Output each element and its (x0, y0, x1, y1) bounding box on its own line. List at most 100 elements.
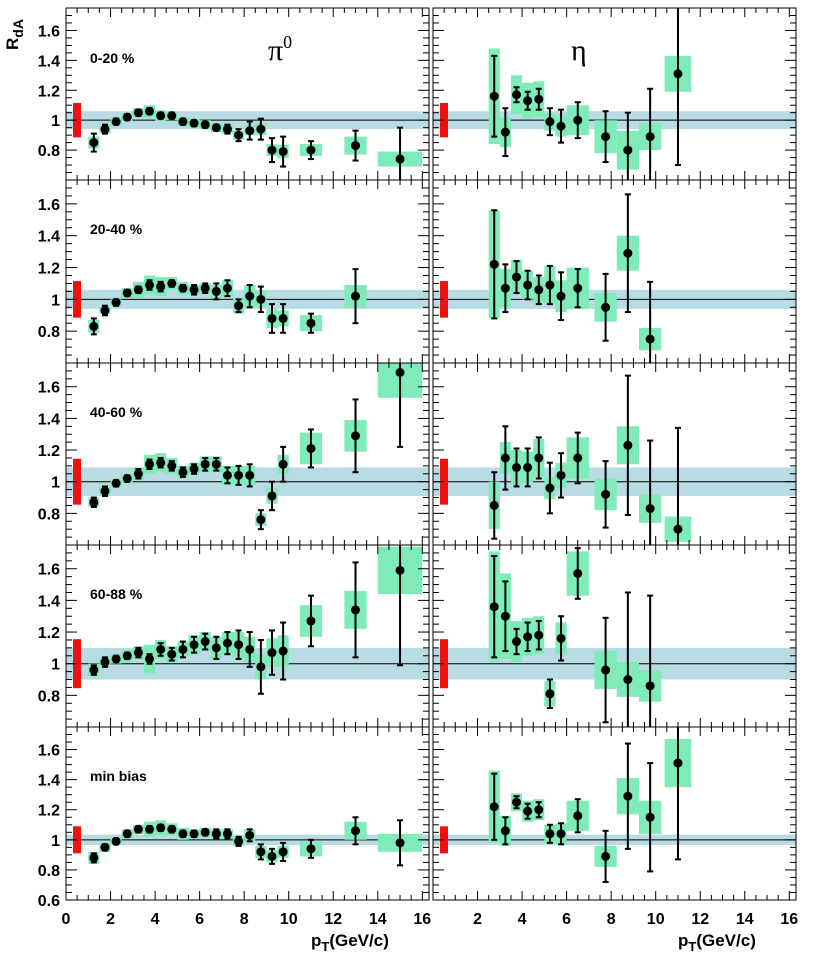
data-point (167, 111, 177, 121)
x-tick-label: 2 (473, 911, 482, 928)
data-point (200, 283, 210, 293)
y-axis-title: RdA (3, 19, 26, 50)
data-point (395, 838, 405, 848)
data-point (211, 123, 221, 133)
x-tick-label: 10 (280, 911, 298, 928)
data-point (145, 824, 155, 834)
data-point (601, 665, 611, 675)
data-point (122, 112, 132, 122)
data-point (489, 802, 499, 812)
data-point (395, 154, 405, 164)
x-tick-label: 14 (369, 911, 387, 928)
data-point (156, 823, 166, 833)
eta-label: η (571, 34, 587, 67)
data-point (306, 844, 316, 854)
centrality-label: min bias (90, 768, 147, 784)
data-point (211, 286, 221, 296)
data-point (278, 646, 288, 656)
data-point (534, 805, 544, 815)
y-tick-label: 1.2 (38, 261, 60, 278)
y-tick-label: 0.8 (38, 324, 60, 341)
x-tick-label: 4 (518, 911, 527, 928)
data-point (245, 644, 255, 654)
data-point (523, 462, 533, 472)
centrality-label: 60-88 % (90, 586, 143, 602)
data-point (534, 285, 544, 295)
data-point (234, 470, 244, 480)
data-point (351, 141, 361, 151)
panel-2-pi0 (65, 179, 430, 364)
data-point (167, 824, 177, 834)
data-point (395, 367, 405, 377)
data-point (556, 291, 566, 301)
data-point (156, 458, 166, 468)
data-point (545, 117, 555, 127)
y-tick-label: 0.6 (38, 893, 60, 910)
data-point (133, 108, 143, 118)
data-point (178, 283, 188, 293)
data-point (145, 280, 155, 290)
data-point (256, 294, 266, 304)
data-point (306, 443, 316, 453)
y-tick-label: 1.4 (38, 411, 60, 428)
data-point (306, 318, 316, 328)
x-tick-label: 12 (691, 911, 709, 928)
data-point (111, 836, 121, 846)
data-point (111, 478, 121, 488)
data-point (573, 453, 583, 463)
data-point (351, 431, 361, 441)
data-point (133, 285, 143, 295)
data-point (178, 117, 188, 127)
panel-5-eta (432, 726, 797, 901)
data-point (122, 651, 132, 661)
data-point (534, 94, 544, 104)
data-point (623, 248, 633, 258)
data-point (278, 313, 288, 323)
data-point (156, 644, 166, 654)
panel-plot-area (433, 374, 796, 545)
y-tick-label: 0.8 (38, 688, 60, 705)
panel-1-eta (432, 7, 797, 181)
data-point (189, 464, 199, 474)
y-tick-label: 1.4 (38, 593, 60, 610)
y-tick-label: 1.6 (38, 743, 60, 760)
data-point (145, 106, 155, 116)
data-point (200, 637, 210, 647)
y-tick-label: 1 (51, 475, 60, 492)
y-tick-label: 0.8 (38, 863, 60, 880)
panel-3-pi0 (65, 362, 430, 546)
data-point (133, 469, 143, 479)
data-point (512, 272, 522, 282)
data-point (545, 280, 555, 290)
x-tick-label: 4 (151, 911, 160, 928)
data-point (573, 283, 583, 293)
data-point (234, 130, 244, 140)
x-axis-title: pT(GeV/c) (678, 931, 756, 954)
data-point (623, 145, 633, 155)
data-point (673, 69, 683, 79)
data-point (267, 491, 277, 501)
data-point (167, 278, 177, 288)
panel-3-eta (432, 362, 797, 546)
panel-frame (432, 726, 797, 901)
centrality-label: 20-40 % (90, 221, 143, 237)
data-point (200, 120, 210, 130)
y-tick-label: 1.4 (38, 229, 60, 246)
centrality-label: 40-60 % (90, 404, 143, 420)
data-point (500, 826, 510, 836)
x-tick-label: 12 (324, 911, 342, 928)
x-tick-label: 16 (780, 911, 798, 928)
x-tick-label: 2 (106, 911, 115, 928)
data-point (256, 515, 266, 525)
data-point (645, 334, 655, 344)
data-point (189, 829, 199, 839)
data-point (623, 440, 633, 450)
panel-plot-area (66, 363, 429, 531)
data-point (500, 127, 510, 137)
data-point (556, 633, 566, 643)
data-point (645, 132, 655, 142)
data-point (111, 298, 121, 308)
data-point (89, 665, 99, 675)
data-point (256, 662, 266, 672)
